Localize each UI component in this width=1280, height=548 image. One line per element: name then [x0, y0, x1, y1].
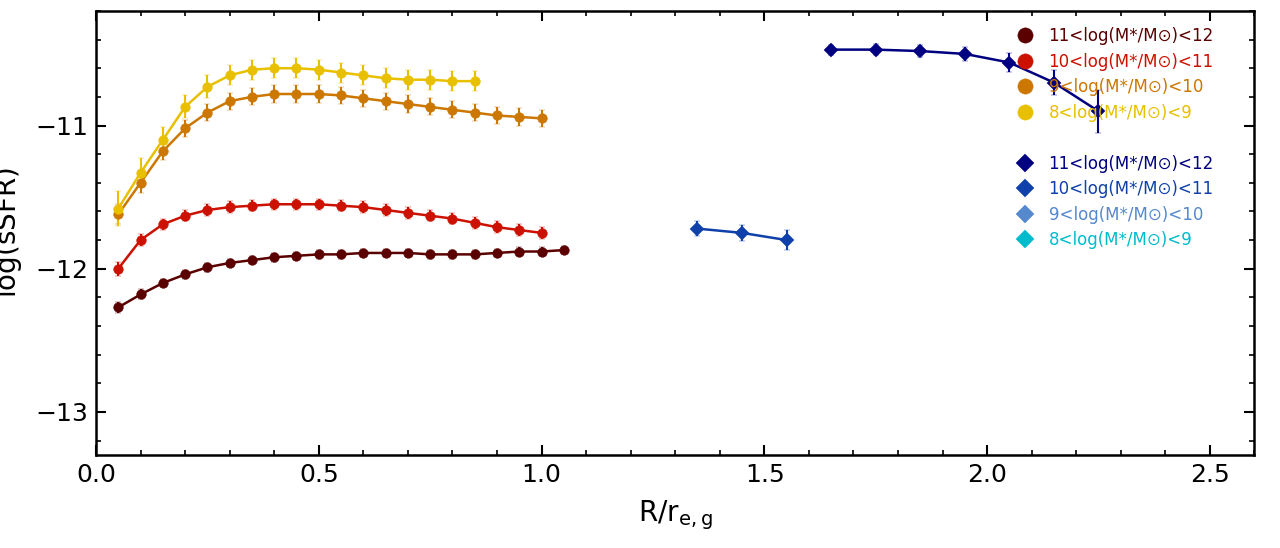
X-axis label: $\rm R/r_{e,g}$: $\rm R/r_{e,g}$ [637, 498, 713, 532]
Legend: 11<log(M*/M⊙)<12, 10<log(M*/M⊙)<11, 9<log(M*/M⊙)<10, 8<log(M*/M⊙)<9, , 11<log(M*: 11<log(M*/M⊙)<12, 10<log(M*/M⊙)<11, 9<lo… [1005, 24, 1217, 253]
Y-axis label: $\rm log(sSFR)$: $\rm log(sSFR)$ [0, 168, 24, 298]
